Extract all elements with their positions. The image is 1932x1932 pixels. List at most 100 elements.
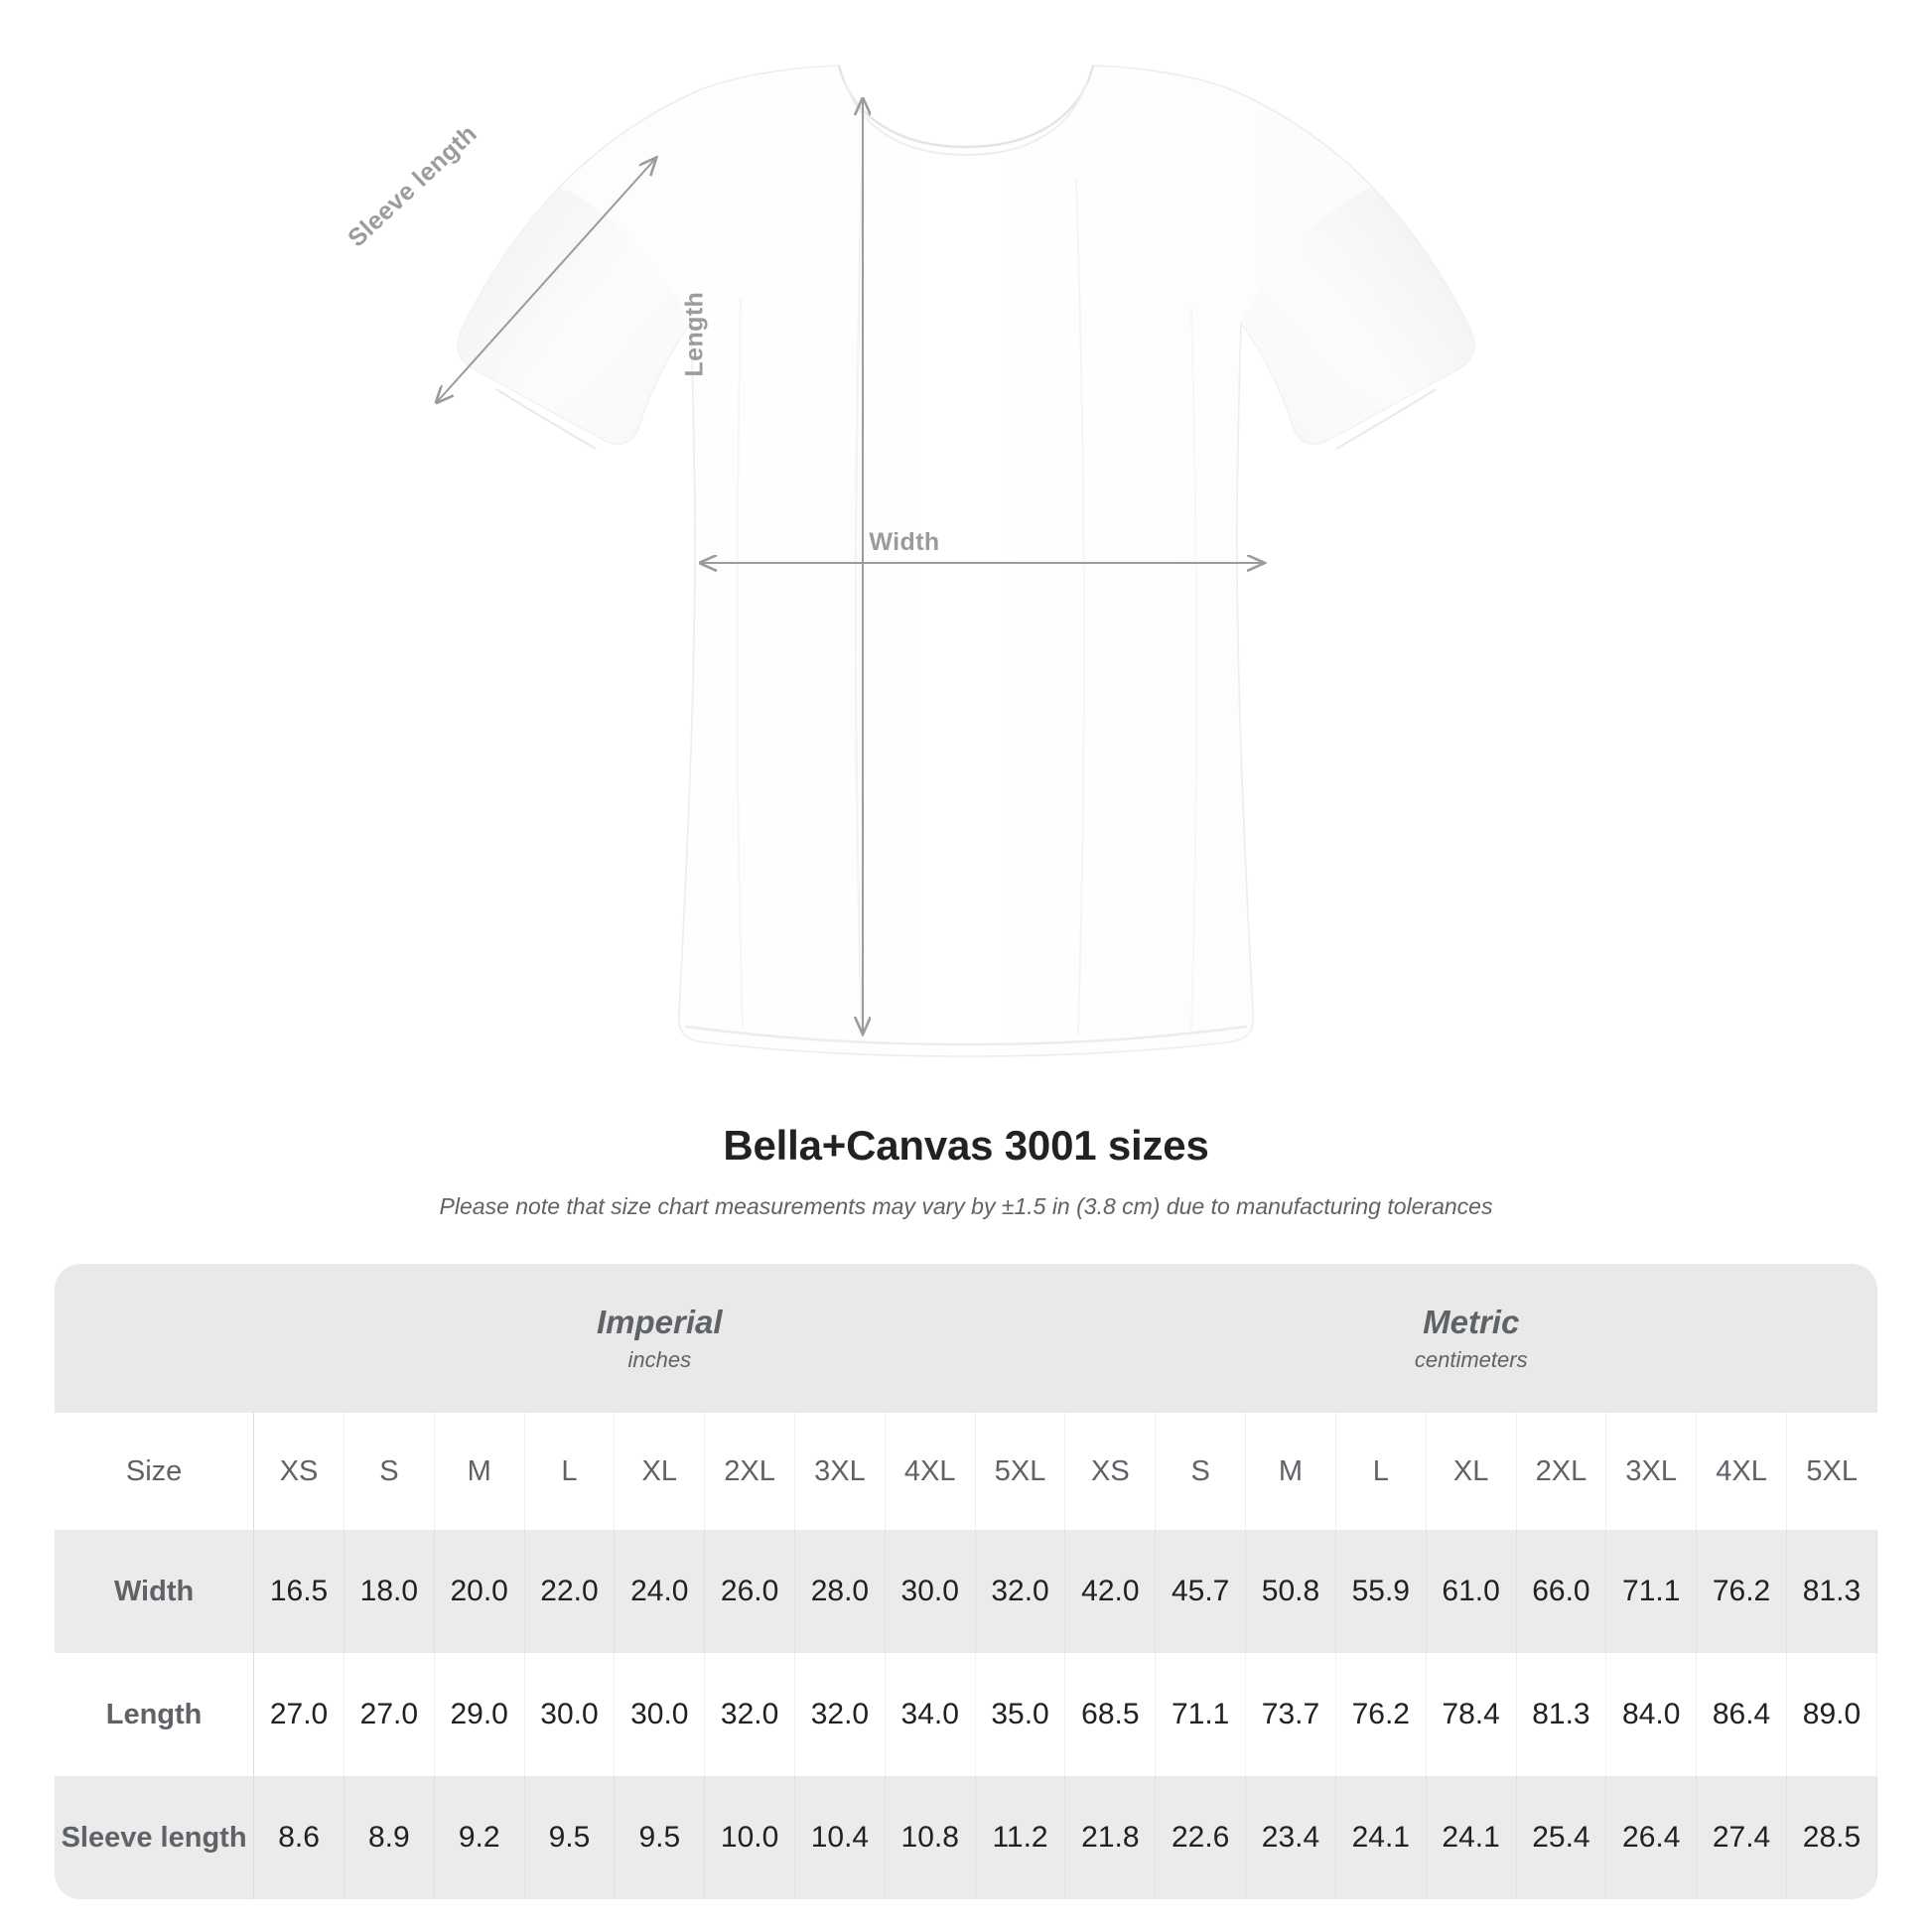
measurement-cell: 30.0: [614, 1653, 706, 1776]
measurement-cell: 35.0: [975, 1653, 1066, 1776]
measurement-cell: 10.0: [704, 1776, 796, 1899]
measurement-cell: 76.2: [1696, 1530, 1787, 1653]
title-block: Bella+Canvas 3001 sizes Please note that…: [0, 1122, 1932, 1220]
measurement-cell: 45.7: [1155, 1530, 1247, 1653]
size-header-cell: XS: [253, 1413, 345, 1530]
measurement-cell: 34.0: [885, 1653, 976, 1776]
unit-group-imperial: Imperial inches: [253, 1264, 1065, 1413]
size-header-cell: 2XL: [1516, 1413, 1607, 1530]
measurement-cell: 71.1: [1605, 1530, 1698, 1653]
measurement-cell: 24.1: [1335, 1776, 1427, 1899]
unit-group-metric: Metric centimeters: [1064, 1264, 1877, 1413]
size-header-cell: 2XL: [704, 1413, 796, 1530]
measurement-cell: 81.3: [1516, 1653, 1607, 1776]
size-header-cell: 4XL: [1696, 1413, 1787, 1530]
measurement-cell: 55.9: [1335, 1530, 1427, 1653]
size-row-label: Size: [55, 1413, 255, 1530]
measurement-row-label: Sleeve length: [55, 1776, 255, 1899]
measurement-cell: 28.5: [1786, 1776, 1877, 1899]
dimension-arrows: [437, 99, 1263, 1033]
size-header-cell: S: [1155, 1413, 1247, 1530]
measurement-cell: 68.5: [1064, 1653, 1157, 1776]
tshirt-measurement-diagram: Sleeve length Length Width: [0, 65, 1475, 1057]
tshirt-body-shape: [457, 65, 1475, 1057]
measurement-cell: 32.0: [794, 1653, 886, 1776]
measurement-cell: 71.1: [1155, 1653, 1247, 1776]
size-table-container: Imperial inches Metric centimeters Size …: [55, 1264, 1877, 1899]
size-header-cell: L: [1335, 1413, 1427, 1530]
measurement-cell: 9.2: [434, 1776, 525, 1899]
measurement-cell: 66.0: [1516, 1530, 1607, 1653]
measurement-cell: 42.0: [1064, 1530, 1157, 1653]
measurement-cell: 11.2: [975, 1776, 1066, 1899]
size-header-cell: L: [524, 1413, 616, 1530]
measurement-cell: 32.0: [975, 1530, 1066, 1653]
measurement-cell: 24.1: [1426, 1776, 1517, 1899]
table-row: Sleeve length 8.6 8.9 9.2 9.5 9.5 10.0 10.4 10.8…: [55, 1776, 1877, 1899]
measurement-cell: 22.0: [524, 1530, 616, 1653]
measurement-cell: 32.0: [704, 1653, 796, 1776]
measurement-cell: 9.5: [614, 1776, 706, 1899]
table-row: Width 16.5 18.0 20.0 22.0 24.0 26.0 28.0 30.0 32.…: [55, 1530, 1877, 1653]
measurement-cell: 73.7: [1245, 1653, 1336, 1776]
measurement-cell: 61.0: [1426, 1530, 1517, 1653]
measurement-cell: 84.0: [1605, 1653, 1698, 1776]
measurement-cell: 86.4: [1696, 1653, 1787, 1776]
measurement-cell: 30.0: [885, 1530, 976, 1653]
measurement-cell: 89.0: [1786, 1653, 1877, 1776]
size-header-cell: XL: [614, 1413, 706, 1530]
unit-sub-metric: centimeters: [1414, 1346, 1528, 1372]
unit-name-metric: Metric: [1423, 1304, 1520, 1341]
measurement-cell: 10.8: [885, 1776, 976, 1899]
length-label: Length: [680, 291, 709, 377]
size-header-cell: 5XL: [1786, 1413, 1877, 1530]
measurement-cell: 29.0: [434, 1653, 525, 1776]
size-header-cell: M: [434, 1413, 525, 1530]
size-header-cell: XL: [1426, 1413, 1517, 1530]
size-header-cell: 4XL: [885, 1413, 976, 1530]
tolerance-note: Please note that size chart measurements…: [439, 1193, 1493, 1219]
measurement-cell: 24.0: [614, 1530, 706, 1653]
measurement-cell: 26.0: [704, 1530, 796, 1653]
measurement-cell: 10.4: [794, 1776, 886, 1899]
measurement-cell: 20.0: [434, 1530, 525, 1653]
sleeve-length-arrow: [437, 159, 655, 402]
measurement-cell: 81.3: [1786, 1530, 1877, 1653]
size-header-cell: 3XL: [794, 1413, 886, 1530]
measurement-cell: 27.4: [1696, 1776, 1787, 1899]
page-title: Bella+Canvas 3001 sizes: [723, 1122, 1209, 1169]
measurement-cell: 28.0: [794, 1530, 886, 1653]
measurement-row-label: Length: [55, 1653, 255, 1776]
measurement-cell: 27.0: [253, 1653, 345, 1776]
measurement-cell: 50.8: [1245, 1530, 1336, 1653]
tshirt-illustration: Sleeve length Length Width: [0, 65, 1475, 1057]
size-table: Imperial inches Metric centimeters Size …: [55, 1264, 1877, 1899]
measurement-cell: 27.0: [344, 1653, 435, 1776]
size-header-row: Size XS S M L XL 2XL 3XL 4XL 5XL XS S M L XL 2XL 3XL 4XL…: [55, 1413, 1877, 1530]
measurement-cell: 18.0: [344, 1530, 435, 1653]
table-row: Length 27.0 27.0 29.0 30.0 30.0 32.0 32.0 34.0 35…: [55, 1653, 1877, 1776]
measurement-cell: 22.6: [1155, 1776, 1247, 1899]
measurement-cell: 78.4: [1426, 1653, 1517, 1776]
width-label: Width: [869, 528, 940, 556]
measurement-cell: 25.4: [1516, 1776, 1607, 1899]
measurement-cell: 76.2: [1335, 1653, 1427, 1776]
size-header-cell: 3XL: [1605, 1413, 1698, 1530]
measurement-row-label: Width: [55, 1530, 255, 1653]
measurement-cell: 8.9: [344, 1776, 435, 1899]
size-header-cell: M: [1245, 1413, 1336, 1530]
size-header-cell: S: [344, 1413, 435, 1530]
unit-header-row: Imperial inches Metric centimeters: [55, 1264, 1877, 1413]
size-header-cell: XS: [1064, 1413, 1157, 1530]
unit-name-imperial: Imperial: [597, 1304, 723, 1341]
measurement-cell: 26.4: [1605, 1776, 1698, 1899]
measurement-cell: 30.0: [524, 1653, 616, 1776]
measurement-cell: 21.8: [1064, 1776, 1157, 1899]
measurement-cell: 23.4: [1245, 1776, 1336, 1899]
measurement-cell: 9.5: [524, 1776, 616, 1899]
tshirt-svg: [0, 65, 1475, 1057]
size-header-cell: 5XL: [975, 1413, 1066, 1530]
unit-sub-imperial: inches: [627, 1346, 692, 1372]
measurement-cell: 16.5: [253, 1530, 345, 1653]
